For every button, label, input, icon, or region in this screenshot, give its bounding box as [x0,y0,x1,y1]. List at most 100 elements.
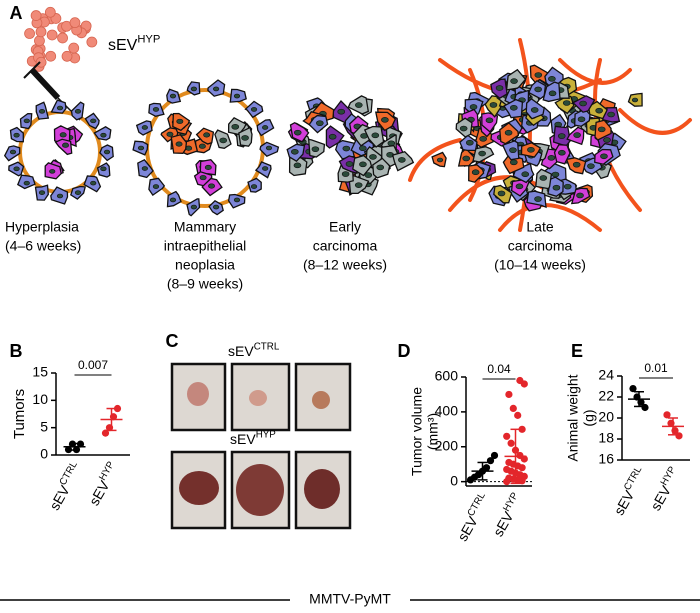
vesicle [46,29,58,41]
label-base: sEV [454,513,481,544]
nucleus [551,171,560,178]
data-point [76,440,85,448]
nucleus [563,183,572,190]
stage-label: carcinoma [508,238,573,254]
y-tick-label: 0 [450,472,458,488]
nucleus [169,93,177,99]
nucleus [316,120,324,126]
label-base: sEV [490,508,517,539]
nucleus [527,146,535,153]
nucleus [603,137,611,143]
nucleus [190,86,197,92]
label-base: sEV [647,482,674,513]
stage-label: (8–9 weeks) [167,276,243,292]
nucleus [478,150,486,157]
nucleus [100,166,107,172]
x-tick-label: sEVCTRL [609,464,650,518]
x-tick-label: sEVCTRL [452,490,493,544]
vesicle [44,6,56,18]
nucleus [521,171,530,178]
y-tick-label: 15 [32,364,48,380]
label-sup: HYP [137,34,160,46]
y-tick-label: 200 [435,437,459,453]
tumor [187,382,209,406]
photo [170,362,227,432]
nucleus [462,155,471,162]
nucleus [539,175,548,181]
vesicle [86,36,98,48]
footer-bg [290,590,410,610]
nucleus [13,166,20,172]
nucleus [364,172,373,178]
y-tick-label: 5 [40,418,48,434]
vesicle [30,10,42,21]
y-tick-label: 10 [32,391,48,407]
panel-c-label: sEVHYP [230,429,276,447]
nucleus [262,125,269,130]
label-sup: HYP [256,429,277,440]
photos [170,362,352,530]
nucleus [534,86,542,93]
stage-label: carcinoma [313,238,378,254]
data-point [629,385,637,393]
nucleus [198,143,206,149]
nucleus [587,163,595,169]
nucleus [74,190,82,195]
nucleus [572,161,581,168]
y-tick-label: 16 [598,451,614,467]
label-sup: HYP [501,490,521,513]
nucleus [548,90,557,97]
p-value: 0.007 [78,358,108,372]
nucleus [203,132,211,138]
nucleus [176,118,184,124]
stage-label: Hyperplasia [5,219,79,235]
panel-label: A [10,3,23,23]
tumor [236,464,284,516]
nucleus [376,164,385,171]
nucleus [250,107,258,112]
y-tick-label: 24 [598,367,614,383]
nucleus [355,102,363,108]
label-base: sEV [230,431,256,447]
nucleus [485,117,494,124]
nucleus [175,141,183,147]
nucleus [359,161,367,168]
data-point [482,464,491,472]
y-axis-unit: (mm³) [425,413,441,450]
nucleus [345,161,354,167]
label-sup: CTRL [465,490,488,518]
data-point [486,457,495,465]
nucleus [311,146,320,152]
nucleus [59,132,67,138]
fiber [408,138,462,182]
x-tick-label: sEVHYP [646,464,684,513]
nucleus [515,183,524,190]
nucleus [141,166,148,171]
nucleus [166,131,174,137]
illustration [3,6,692,232]
nucleus [199,175,207,181]
nucleus [265,145,273,151]
label-sup: CTRL [622,464,645,492]
nucleus [241,135,249,141]
nucleus [62,142,69,148]
vesicle [24,28,35,39]
x-tick-label: sEVHYP [488,490,526,539]
nucleus [595,107,603,114]
nucleus [547,155,556,161]
nucleus [49,169,56,174]
tumor [179,471,219,505]
data-point [518,425,526,433]
nucleus [213,204,220,210]
nucleus [13,132,20,138]
nucleus [233,93,241,99]
nucleus [534,72,543,78]
y-tick-label: 22 [598,388,614,404]
tumor [304,469,340,509]
nucleus [597,126,606,133]
nucleus [74,109,82,114]
nucleus [56,193,64,199]
nucleus [510,78,518,84]
nucleus [152,184,160,189]
